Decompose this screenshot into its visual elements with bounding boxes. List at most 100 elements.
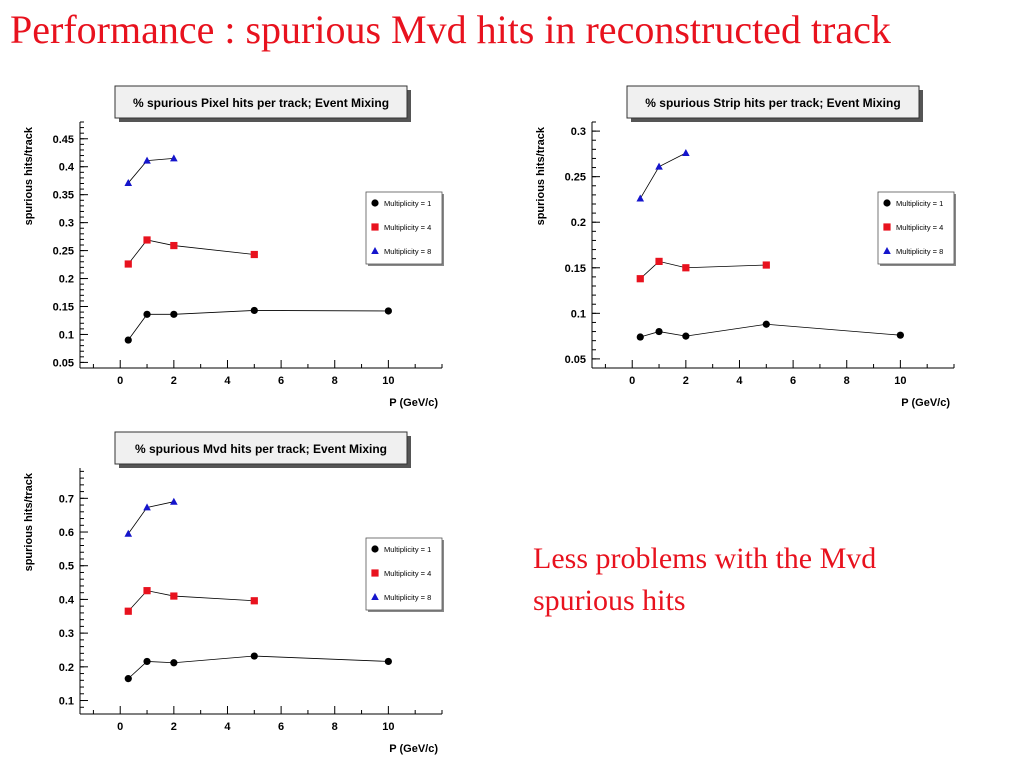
legend-label: Multiplicity = 1 <box>384 545 431 554</box>
y-tick-label: 0.25 <box>53 246 74 258</box>
x-tick-label: 0 <box>117 375 123 387</box>
series-line <box>127 590 255 612</box>
y-tick-label: 0.3 <box>59 218 74 230</box>
x-tick-label: 2 <box>171 721 177 733</box>
comment-text: Less problems with the Mvd spurious hits <box>533 538 993 622</box>
legend-marker <box>883 247 891 254</box>
pixel-hits-chart: % spurious Pixel hits per track; Event M… <box>23 85 444 409</box>
y-tick-label: 0.4 <box>59 594 75 606</box>
y-tick-label: 0.1 <box>571 308 586 320</box>
data-point <box>636 275 644 283</box>
x-tick-label: 4 <box>736 375 743 387</box>
data-point <box>655 162 663 170</box>
x-tick-label: 4 <box>224 375 231 387</box>
y-tick-label: 0.25 <box>565 172 586 184</box>
data-point <box>682 264 690 272</box>
legend-box <box>365 537 443 611</box>
series-line <box>127 239 255 265</box>
data-point <box>143 156 151 164</box>
data-point <box>682 332 690 340</box>
data-point <box>124 260 132 268</box>
chart-title: % spurious Mvd hits per track; Event Mix… <box>135 442 387 456</box>
data-point <box>143 587 151 595</box>
y-tick-label: 0.7 <box>59 493 74 505</box>
y-tick-label: 0.2 <box>59 274 74 286</box>
y-tick-label: 0.1 <box>59 696 74 708</box>
data-point <box>124 607 132 615</box>
y-tick-label: 0.5 <box>59 561 74 573</box>
data-point <box>143 657 151 666</box>
data-point <box>250 597 258 605</box>
legend-box <box>365 191 443 265</box>
x-tick-label: 8 <box>844 375 850 387</box>
legend-label: Multiplicity = 8 <box>384 593 431 602</box>
y-tick-label: 0.45 <box>53 134 74 146</box>
x-tick-label: 10 <box>382 721 394 733</box>
data-point <box>636 194 645 202</box>
data-point <box>655 327 663 336</box>
data-point <box>170 241 178 250</box>
data-point <box>170 310 178 318</box>
legend-marker <box>883 223 891 231</box>
y-axis-label: spurious hits/track <box>535 126 547 225</box>
x-tick-label: 6 <box>790 375 796 387</box>
series-line <box>127 157 174 184</box>
series-line <box>127 501 174 534</box>
series-line <box>639 260 767 280</box>
title-box <box>114 85 408 119</box>
legend-marker <box>883 199 891 207</box>
series-line <box>127 655 389 679</box>
data-point <box>896 331 904 339</box>
data-point <box>250 652 258 660</box>
data-point <box>170 659 178 667</box>
data-point <box>384 307 392 315</box>
y-tick-label: 0.35 <box>53 190 74 202</box>
y-tick-label: 0.3 <box>59 628 74 640</box>
data-point <box>682 148 690 156</box>
title-box <box>114 431 408 465</box>
x-tick-label: 8 <box>332 375 338 387</box>
y-tick-label: 0.15 <box>565 263 586 275</box>
x-tick-label: 0 <box>629 375 635 387</box>
legend-marker <box>371 545 379 553</box>
slide-title: Performance : spurious Mvd hits in recon… <box>10 7 891 52</box>
legend-label: Multiplicity = 8 <box>384 247 431 256</box>
data-point <box>762 320 770 328</box>
x-tick-label: 10 <box>382 375 394 387</box>
legend-marker <box>371 199 379 207</box>
y-tick-label: 0.2 <box>571 217 586 229</box>
strip-hits-chart: % spurious Strip hits per track; Event M… <box>535 85 956 409</box>
data-point <box>170 497 178 505</box>
data-point <box>170 154 178 162</box>
legend-label: Multiplicity = 4 <box>384 223 431 232</box>
data-point <box>170 592 178 600</box>
legend-label: Multiplicity = 4 <box>384 569 431 578</box>
legend-marker <box>371 593 379 600</box>
data-point <box>636 333 644 341</box>
x-tick-label: 4 <box>224 721 231 733</box>
y-tick-label: 0.15 <box>53 302 74 314</box>
y-tick-label: 0.1 <box>59 329 74 341</box>
data-point <box>143 236 151 244</box>
legend-label: Multiplicity = 1 <box>384 199 431 208</box>
data-point <box>250 250 258 259</box>
title-box <box>626 85 920 119</box>
data-point <box>124 178 133 186</box>
y-tick-label: 0.05 <box>53 357 74 369</box>
y-axis-label: spurious hits/track <box>23 126 35 225</box>
x-tick-label: 2 <box>171 375 177 387</box>
legend-marker <box>371 223 379 231</box>
y-axis-label: spurious hits/track <box>23 472 35 571</box>
data-point <box>124 675 132 683</box>
series-line <box>127 310 389 341</box>
comment-line-2: spurious hits <box>533 584 686 617</box>
series-line <box>639 152 687 199</box>
data-point <box>143 310 151 318</box>
chart-title: % spurious Strip hits per track; Event M… <box>645 96 900 110</box>
x-tick-label: 2 <box>683 375 689 387</box>
legend-marker <box>371 569 379 577</box>
x-tick-label: 6 <box>278 375 284 387</box>
data-point <box>143 503 151 511</box>
y-tick-label: 0.3 <box>571 126 586 138</box>
legend-label: Multiplicity = 1 <box>896 199 943 208</box>
